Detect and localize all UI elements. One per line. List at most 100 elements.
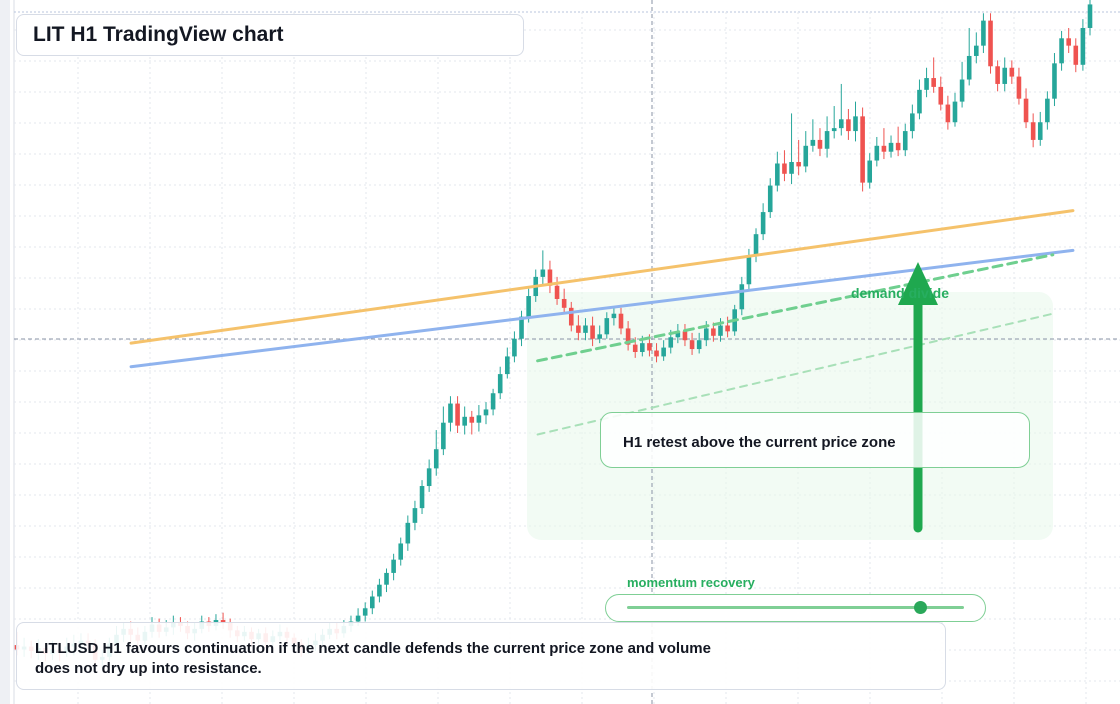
candle-body <box>1087 4 1093 28</box>
candle-body <box>902 131 908 151</box>
candle-body <box>476 415 482 423</box>
candle-body <box>469 416 475 423</box>
candle-body <box>391 559 396 573</box>
resistance-line <box>129 209 1075 345</box>
candle-body <box>1059 38 1064 64</box>
candle-body <box>1052 63 1057 99</box>
momentum-slider[interactable] <box>605 594 986 622</box>
candle-body <box>604 318 610 335</box>
candle-body <box>860 116 865 183</box>
candle-body <box>547 269 553 286</box>
candle-body <box>974 45 979 56</box>
momentum-slider-knob[interactable] <box>913 601 927 614</box>
candle-body <box>654 350 659 357</box>
candle-body <box>1073 45 1079 65</box>
candle-body <box>846 119 851 132</box>
candle-body <box>632 344 638 352</box>
candle-body <box>874 145 880 161</box>
candle-body <box>895 142 901 151</box>
candle-body <box>867 160 873 183</box>
candle-body <box>1080 27 1086 65</box>
candle-body <box>540 269 546 277</box>
candle-body <box>917 89 922 114</box>
candle-body <box>384 572 389 585</box>
candle-body <box>1045 98 1050 123</box>
candle-body <box>462 416 467 426</box>
candle-body <box>910 113 915 132</box>
candle-body <box>945 104 951 123</box>
candle-body <box>753 234 759 257</box>
summary-text: LITLUSD H1 favours continuation if the n… <box>35 640 711 677</box>
candle-body <box>938 86 944 105</box>
candle-body <box>433 449 439 469</box>
candle-body <box>696 340 702 350</box>
candle-body <box>703 328 709 341</box>
candle-body <box>1016 76 1022 99</box>
candle-body <box>220 620 226 623</box>
candle-body <box>838 119 844 129</box>
candle-body <box>760 212 766 235</box>
candle-body <box>369 596 375 609</box>
candle-body <box>490 393 496 410</box>
candle-body <box>931 78 936 87</box>
candle-body <box>767 185 773 213</box>
candle-body <box>625 328 631 345</box>
candle-body <box>824 131 830 149</box>
candle-body <box>1030 122 1036 140</box>
candle-body <box>618 313 624 329</box>
candle-body <box>1037 122 1043 140</box>
candle-body <box>505 356 510 375</box>
candle-body <box>725 325 730 332</box>
candle-body <box>966 55 972 80</box>
candle-body <box>590 325 595 339</box>
candle-body <box>526 296 531 317</box>
momentum-slider-track[interactable] <box>627 606 964 609</box>
candle-body <box>995 66 1000 84</box>
candle-body <box>739 284 745 310</box>
candle-body <box>959 79 965 102</box>
candle-body <box>924 78 929 90</box>
candle-body <box>831 128 837 132</box>
candle-body <box>1023 98 1029 123</box>
candle-body <box>675 331 681 338</box>
candle-body <box>519 316 524 339</box>
candle-body <box>1009 67 1015 77</box>
candle-body <box>426 468 432 487</box>
demand-label: demand divide <box>851 285 950 301</box>
candle-body <box>355 615 361 622</box>
candle-body <box>441 422 446 450</box>
arrow-head-icon <box>898 262 938 305</box>
candle-body <box>682 331 688 341</box>
candle-body <box>448 403 453 423</box>
candle-body <box>1002 67 1008 84</box>
candle-body <box>689 340 695 350</box>
candle-body <box>668 337 674 348</box>
candle-body <box>988 20 993 67</box>
candle-body <box>796 162 801 167</box>
candle-body <box>597 334 602 339</box>
momentum-label: momentum recovery <box>627 575 755 590</box>
chart-title: LIT H1 TradingView chart <box>33 23 284 46</box>
left-axis-strip <box>0 0 10 704</box>
candle-body <box>746 256 752 285</box>
candle-body <box>568 307 574 326</box>
candle-body <box>661 347 666 357</box>
candle-body <box>817 139 823 149</box>
candle-body <box>981 20 986 46</box>
candle-body <box>881 145 887 152</box>
candle-body <box>803 145 809 167</box>
candle-body <box>377 584 382 597</box>
trend-dashed-line <box>536 253 1055 363</box>
retest-callout: H1 retest above the current price zone <box>600 412 1030 468</box>
candle-body <box>419 486 425 509</box>
candle-body <box>775 163 780 186</box>
candle-body <box>611 313 617 319</box>
retest-callout-text: H1 retest above the current price zone <box>623 434 896 451</box>
candle-body <box>497 374 503 394</box>
candle-body <box>576 325 581 333</box>
candle-body <box>583 325 588 333</box>
candle-body <box>362 608 368 616</box>
candle-body <box>455 403 460 426</box>
candle-body <box>782 163 787 174</box>
candle-body <box>810 139 816 146</box>
